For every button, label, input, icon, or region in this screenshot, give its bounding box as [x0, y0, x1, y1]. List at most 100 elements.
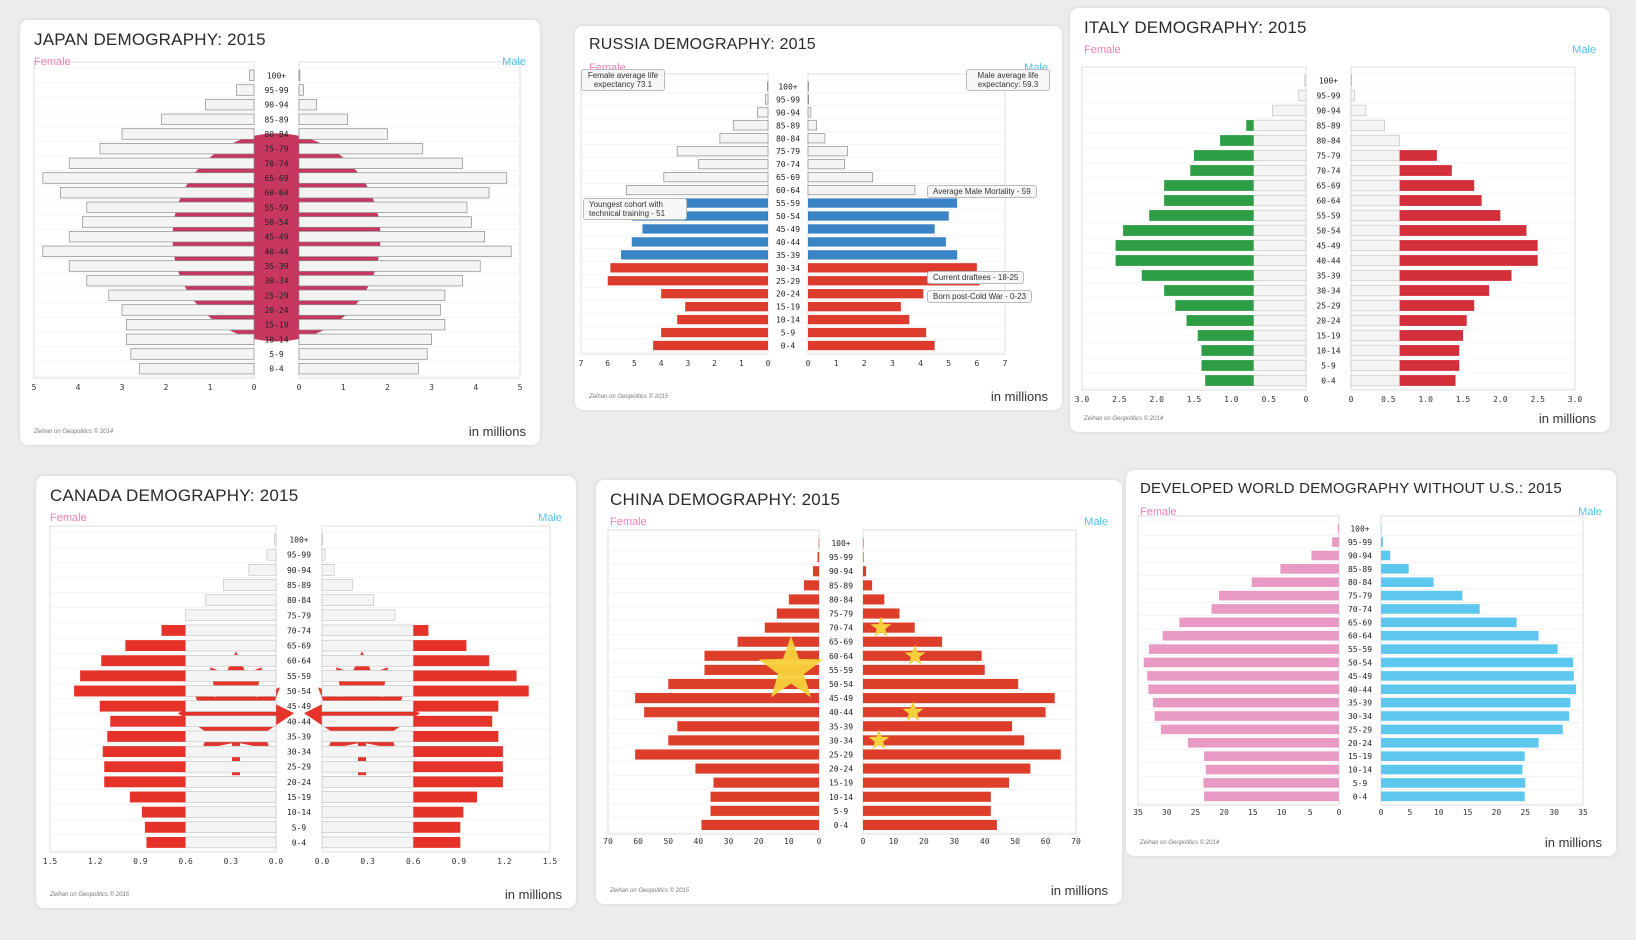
- developed-world-panel: 0-4 5-9 10-14 15-19 20-24 25-29 30-34 35-39 40-4…: [1126, 470, 1616, 856]
- male-bar-inner-45-49: [1350, 239, 1400, 252]
- male-bar-100+: [807, 81, 809, 92]
- male-life-note: Male average life expectancy: 59.3: [966, 69, 1050, 91]
- male-bar-5-9: [1381, 778, 1526, 788]
- male-bar-95-99: [1381, 537, 1383, 547]
- x-tick-label: 35: [1133, 808, 1143, 817]
- x-tick-label: 1.5: [1456, 395, 1471, 404]
- age-label-25-29: 25-29: [776, 277, 800, 286]
- female-bar-inner-50-54: [1253, 224, 1307, 237]
- female-bar-0-4: [701, 819, 819, 831]
- credit: Zeihan on Geopolitics © 2015: [610, 888, 690, 894]
- female-bar-60-64: [704, 650, 819, 661]
- italy-panel: 0-4 5-9 10-14 15-19 20-24 25-29 30-34 35-39 40-4…: [1070, 8, 1610, 432]
- female-bar-inner-10-14: [1253, 344, 1307, 357]
- x-tick-label: 20: [1492, 808, 1502, 817]
- female-bar-inner-40-44: [185, 715, 277, 727]
- male-bar-20-24: [863, 763, 1031, 774]
- age-label-40-44: 40-44: [264, 247, 288, 256]
- male-bar-25-29: [1381, 724, 1563, 735]
- female-bar-50-54: [668, 678, 819, 690]
- x-tick-label: 1.0: [1418, 395, 1433, 404]
- x-tick-label: 40: [980, 837, 990, 846]
- male-bar-45-49: [1381, 671, 1574, 681]
- age-label-90-94: 90-94: [1348, 551, 1372, 560]
- x-tick-label: 0.0: [315, 857, 330, 866]
- age-label-50-54: 50-54: [829, 680, 853, 689]
- female-bar-inner-65-69: [1253, 179, 1307, 192]
- female-bar-65-69: [1164, 180, 1306, 191]
- male-bar-45-49: [298, 231, 485, 243]
- age-label-10-14: 10-14: [1348, 766, 1372, 775]
- female-bar-inner-30-34: [1253, 284, 1307, 297]
- male-bar-90-94: [1381, 550, 1391, 561]
- female-bar-25-29: [1175, 300, 1306, 311]
- male-bar-100+: [298, 69, 301, 81]
- female-bar-30-34: [1154, 711, 1339, 721]
- female-bar-5-9: [1203, 778, 1339, 788]
- female-bar-95-99: [764, 94, 769, 105]
- age-label-45-49: 45-49: [776, 225, 800, 234]
- female-bar-25-29: [607, 276, 768, 286]
- x-tick-label: 70: [603, 837, 613, 846]
- female-bar-30-34: [1164, 285, 1306, 296]
- age-label-50-54: 50-54: [1348, 659, 1372, 668]
- female-bar-65-69: [1179, 617, 1339, 628]
- male-bar-45-49: [1351, 240, 1538, 251]
- x-tick-label: 5: [32, 383, 37, 392]
- male-bar-60-64: [1351, 195, 1482, 206]
- age-label-90-94: 90-94: [1316, 107, 1340, 116]
- male-bar-60-64: [298, 187, 490, 199]
- male-bar-inner-20-24: [1350, 314, 1400, 327]
- age-label-80-84: 80-84: [264, 130, 288, 139]
- female-bar-75-79: [676, 146, 769, 157]
- small-star: [870, 616, 892, 637]
- age-label-20-24: 20-24: [829, 765, 853, 774]
- x-tick-label: 20: [1219, 808, 1229, 817]
- female-bar-55-59: [80, 670, 276, 682]
- female-bar-inner-85-89: [1253, 119, 1307, 132]
- age-label-10-14: 10-14: [829, 793, 853, 802]
- male-bar-50-54: [808, 211, 949, 221]
- male-bar-30-34: [1381, 711, 1570, 721]
- female-bar-20-24: [1187, 737, 1339, 748]
- age-label-60-64: 60-64: [829, 652, 853, 661]
- male-bar-65-69: [1351, 180, 1475, 191]
- x-tick-label: 60: [633, 837, 643, 846]
- male-bar-inner-25-29: [1350, 299, 1400, 312]
- x-tick-label: 0: [806, 359, 811, 368]
- male-bar-inner-80-84: [321, 594, 374, 606]
- x-tick-label: 30: [724, 837, 734, 846]
- x-tick-label: 25: [1191, 808, 1201, 817]
- age-label-20-24: 20-24: [776, 290, 800, 299]
- age-label-25-29: 25-29: [829, 750, 853, 759]
- age-label-0-4: 0-4: [834, 821, 849, 830]
- female-bar-inner-55-59: [185, 670, 277, 682]
- female-bar-25-29: [635, 749, 819, 760]
- male-bar-inner-40-44: [321, 715, 414, 727]
- x-tick-label: 0: [817, 837, 822, 846]
- age-label-65-69: 65-69: [829, 638, 853, 647]
- age-label-15-19: 15-19: [776, 303, 800, 312]
- male-bar-inner-60-64: [1350, 194, 1400, 207]
- x-tick-label: 2: [164, 383, 169, 392]
- china-chart: 0-4 5-9 10-14 15-19 20-24 25-29 30-34 35-39 40-4…: [603, 529, 1081, 846]
- male-bar-40-44: [1381, 684, 1577, 695]
- male-bar-70-74: [807, 159, 845, 170]
- age-label-25-29: 25-29: [287, 763, 311, 772]
- age-label-25-29: 25-29: [1348, 725, 1372, 734]
- male-bar-50-54: [322, 685, 529, 697]
- male-bar-20-24: [808, 289, 924, 299]
- x-tick-label: 35: [1578, 808, 1588, 817]
- age-label-55-59: 55-59: [776, 199, 800, 208]
- age-label-50-54: 50-54: [1316, 227, 1340, 236]
- male-bar-75-79: [1381, 590, 1463, 601]
- female-bar-35-39: [1141, 270, 1306, 281]
- male-bar-30-34: [1351, 285, 1490, 296]
- x-tick-label: 0.5: [1261, 395, 1276, 404]
- female-bar-inner-25-29: [1253, 299, 1307, 312]
- female-bar-inner-45-49: [185, 700, 277, 712]
- male-bar-60-64: [1381, 630, 1539, 641]
- female-bar-30-34: [668, 735, 819, 746]
- units-label: in millions: [1050, 883, 1108, 898]
- x-tick-label: 0: [1379, 808, 1384, 817]
